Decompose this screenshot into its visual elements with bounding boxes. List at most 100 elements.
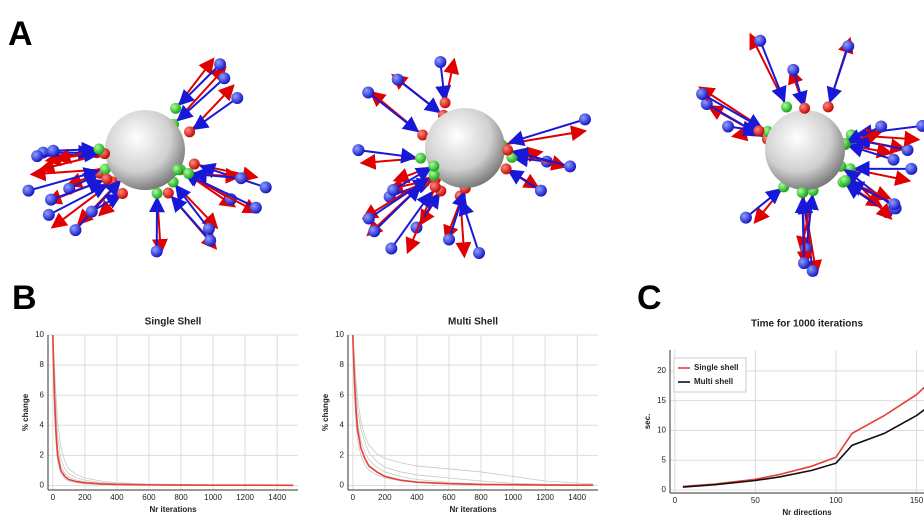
y-tick-label: 6 xyxy=(40,390,45,399)
arrow xyxy=(443,57,460,103)
arrow xyxy=(802,193,819,250)
ball xyxy=(429,181,441,193)
y-tick-label: 4 xyxy=(40,420,45,429)
chart-title: Single Shell xyxy=(145,317,202,328)
arrow xyxy=(397,78,442,114)
x-axis-label: Nr iterations xyxy=(449,505,497,514)
ball xyxy=(93,143,105,155)
ball xyxy=(47,144,60,157)
ball xyxy=(842,40,855,53)
ball xyxy=(415,152,427,164)
ball xyxy=(259,181,272,194)
arrow xyxy=(844,168,897,210)
ball xyxy=(534,184,547,197)
ball xyxy=(151,187,163,199)
ball xyxy=(85,205,98,218)
x-tick-label: 1000 xyxy=(204,493,222,502)
ball xyxy=(45,193,58,206)
y-tick-label: 10 xyxy=(657,426,666,435)
ball xyxy=(172,164,184,176)
data-line xyxy=(352,334,594,485)
chart: Multi Shell 0 2 4 6 8 10 0 200 400 600 800 1000 1200 1… xyxy=(321,317,598,514)
arrow xyxy=(458,199,480,254)
x-tick-label: 1400 xyxy=(568,493,586,502)
x-axis-label: Nr directions xyxy=(782,508,832,517)
ball xyxy=(42,208,55,221)
y-tick-label: 0 xyxy=(662,485,667,494)
x-tick-label: 200 xyxy=(378,493,392,502)
ball xyxy=(99,163,111,175)
ball xyxy=(787,63,800,76)
ball xyxy=(696,88,709,101)
ball xyxy=(117,187,129,199)
y-tick-label: 10 xyxy=(335,330,344,339)
ball xyxy=(184,126,196,138)
ball xyxy=(249,201,262,214)
legend-box xyxy=(673,357,747,393)
y-tick-label: 15 xyxy=(657,396,666,405)
y-tick-label: 2 xyxy=(40,450,45,459)
ball xyxy=(101,173,113,185)
chart: Single Shell 0 2 4 6 8 10 0 200 400 600 800 1000 1200… xyxy=(21,317,298,514)
arrow xyxy=(839,165,893,220)
sphere-illustrations xyxy=(22,32,924,277)
arrow xyxy=(367,91,420,133)
y-tick-label: 6 xyxy=(340,390,345,399)
y-axis-label: % change xyxy=(21,393,30,431)
x-tick-label: 0 xyxy=(51,493,56,502)
y-axis-label: sec. xyxy=(643,414,652,430)
ball xyxy=(170,102,182,114)
arrow xyxy=(794,197,811,264)
arrow xyxy=(28,167,101,192)
panel-label: C xyxy=(637,279,662,317)
data-line xyxy=(52,334,294,486)
arrow xyxy=(507,118,586,146)
ball xyxy=(214,58,227,71)
ball xyxy=(188,158,200,170)
ball xyxy=(417,129,429,141)
ball xyxy=(22,184,35,197)
arrow xyxy=(745,188,783,219)
panel-label: A xyxy=(8,15,33,53)
ball xyxy=(428,160,440,172)
ball xyxy=(796,187,808,199)
ball xyxy=(905,162,918,175)
ball xyxy=(502,144,514,156)
arrow xyxy=(368,177,430,220)
ball xyxy=(753,125,765,137)
y-tick-label: 8 xyxy=(340,360,345,369)
data-line xyxy=(352,334,594,486)
arrow xyxy=(850,167,912,186)
arrow xyxy=(178,63,221,106)
sphere xyxy=(105,110,185,190)
x-tick-label: 150 xyxy=(910,496,924,505)
arrow xyxy=(435,61,452,102)
arrow xyxy=(506,169,542,192)
ball xyxy=(202,222,215,235)
ball xyxy=(781,101,793,113)
arrow xyxy=(390,191,433,250)
ball xyxy=(231,92,244,105)
ball xyxy=(391,73,404,86)
data-line xyxy=(52,334,294,486)
ball xyxy=(31,150,44,163)
legend-label: Multi shell xyxy=(694,377,733,386)
arrow xyxy=(190,167,242,184)
x-tick-label: 1400 xyxy=(268,493,286,502)
ball xyxy=(839,175,851,187)
ball xyxy=(578,113,591,126)
arrow xyxy=(511,147,571,168)
ball xyxy=(798,257,811,270)
arrow xyxy=(176,77,225,122)
x-tick-label: 200 xyxy=(78,493,92,502)
x-axis-label: Nr iterations xyxy=(149,505,197,514)
ball xyxy=(368,225,381,238)
ball xyxy=(500,163,512,175)
x-tick-label: 400 xyxy=(110,493,124,502)
ball xyxy=(387,184,400,197)
ball xyxy=(722,120,735,133)
data-line xyxy=(52,334,294,486)
ball xyxy=(235,172,248,185)
x-tick-label: 0 xyxy=(351,493,356,502)
